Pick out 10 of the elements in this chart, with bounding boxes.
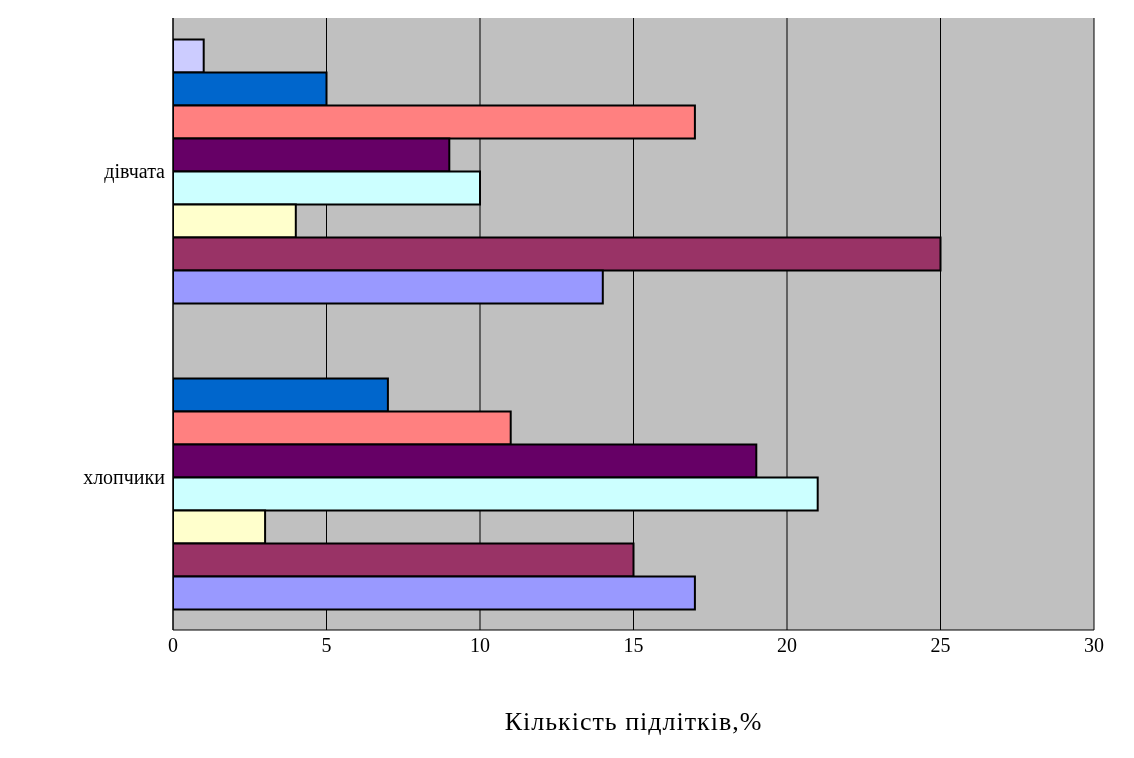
x-tick-label: 0 bbox=[168, 634, 178, 657]
y-tick-label: хлопчики bbox=[83, 466, 166, 489]
x-tick-label: 15 bbox=[623, 634, 644, 657]
x-tick-label: 10 bbox=[470, 634, 490, 657]
x-tick-label: 30 bbox=[1084, 634, 1104, 657]
x-tick-label: 5 bbox=[321, 634, 332, 657]
x-axis-title: Кількість підлітків,% bbox=[504, 707, 763, 736]
y-tick-label: дівчата bbox=[104, 160, 166, 184]
x-tick-label: 20 bbox=[777, 634, 797, 657]
x-tick-label: 25 bbox=[930, 634, 951, 657]
